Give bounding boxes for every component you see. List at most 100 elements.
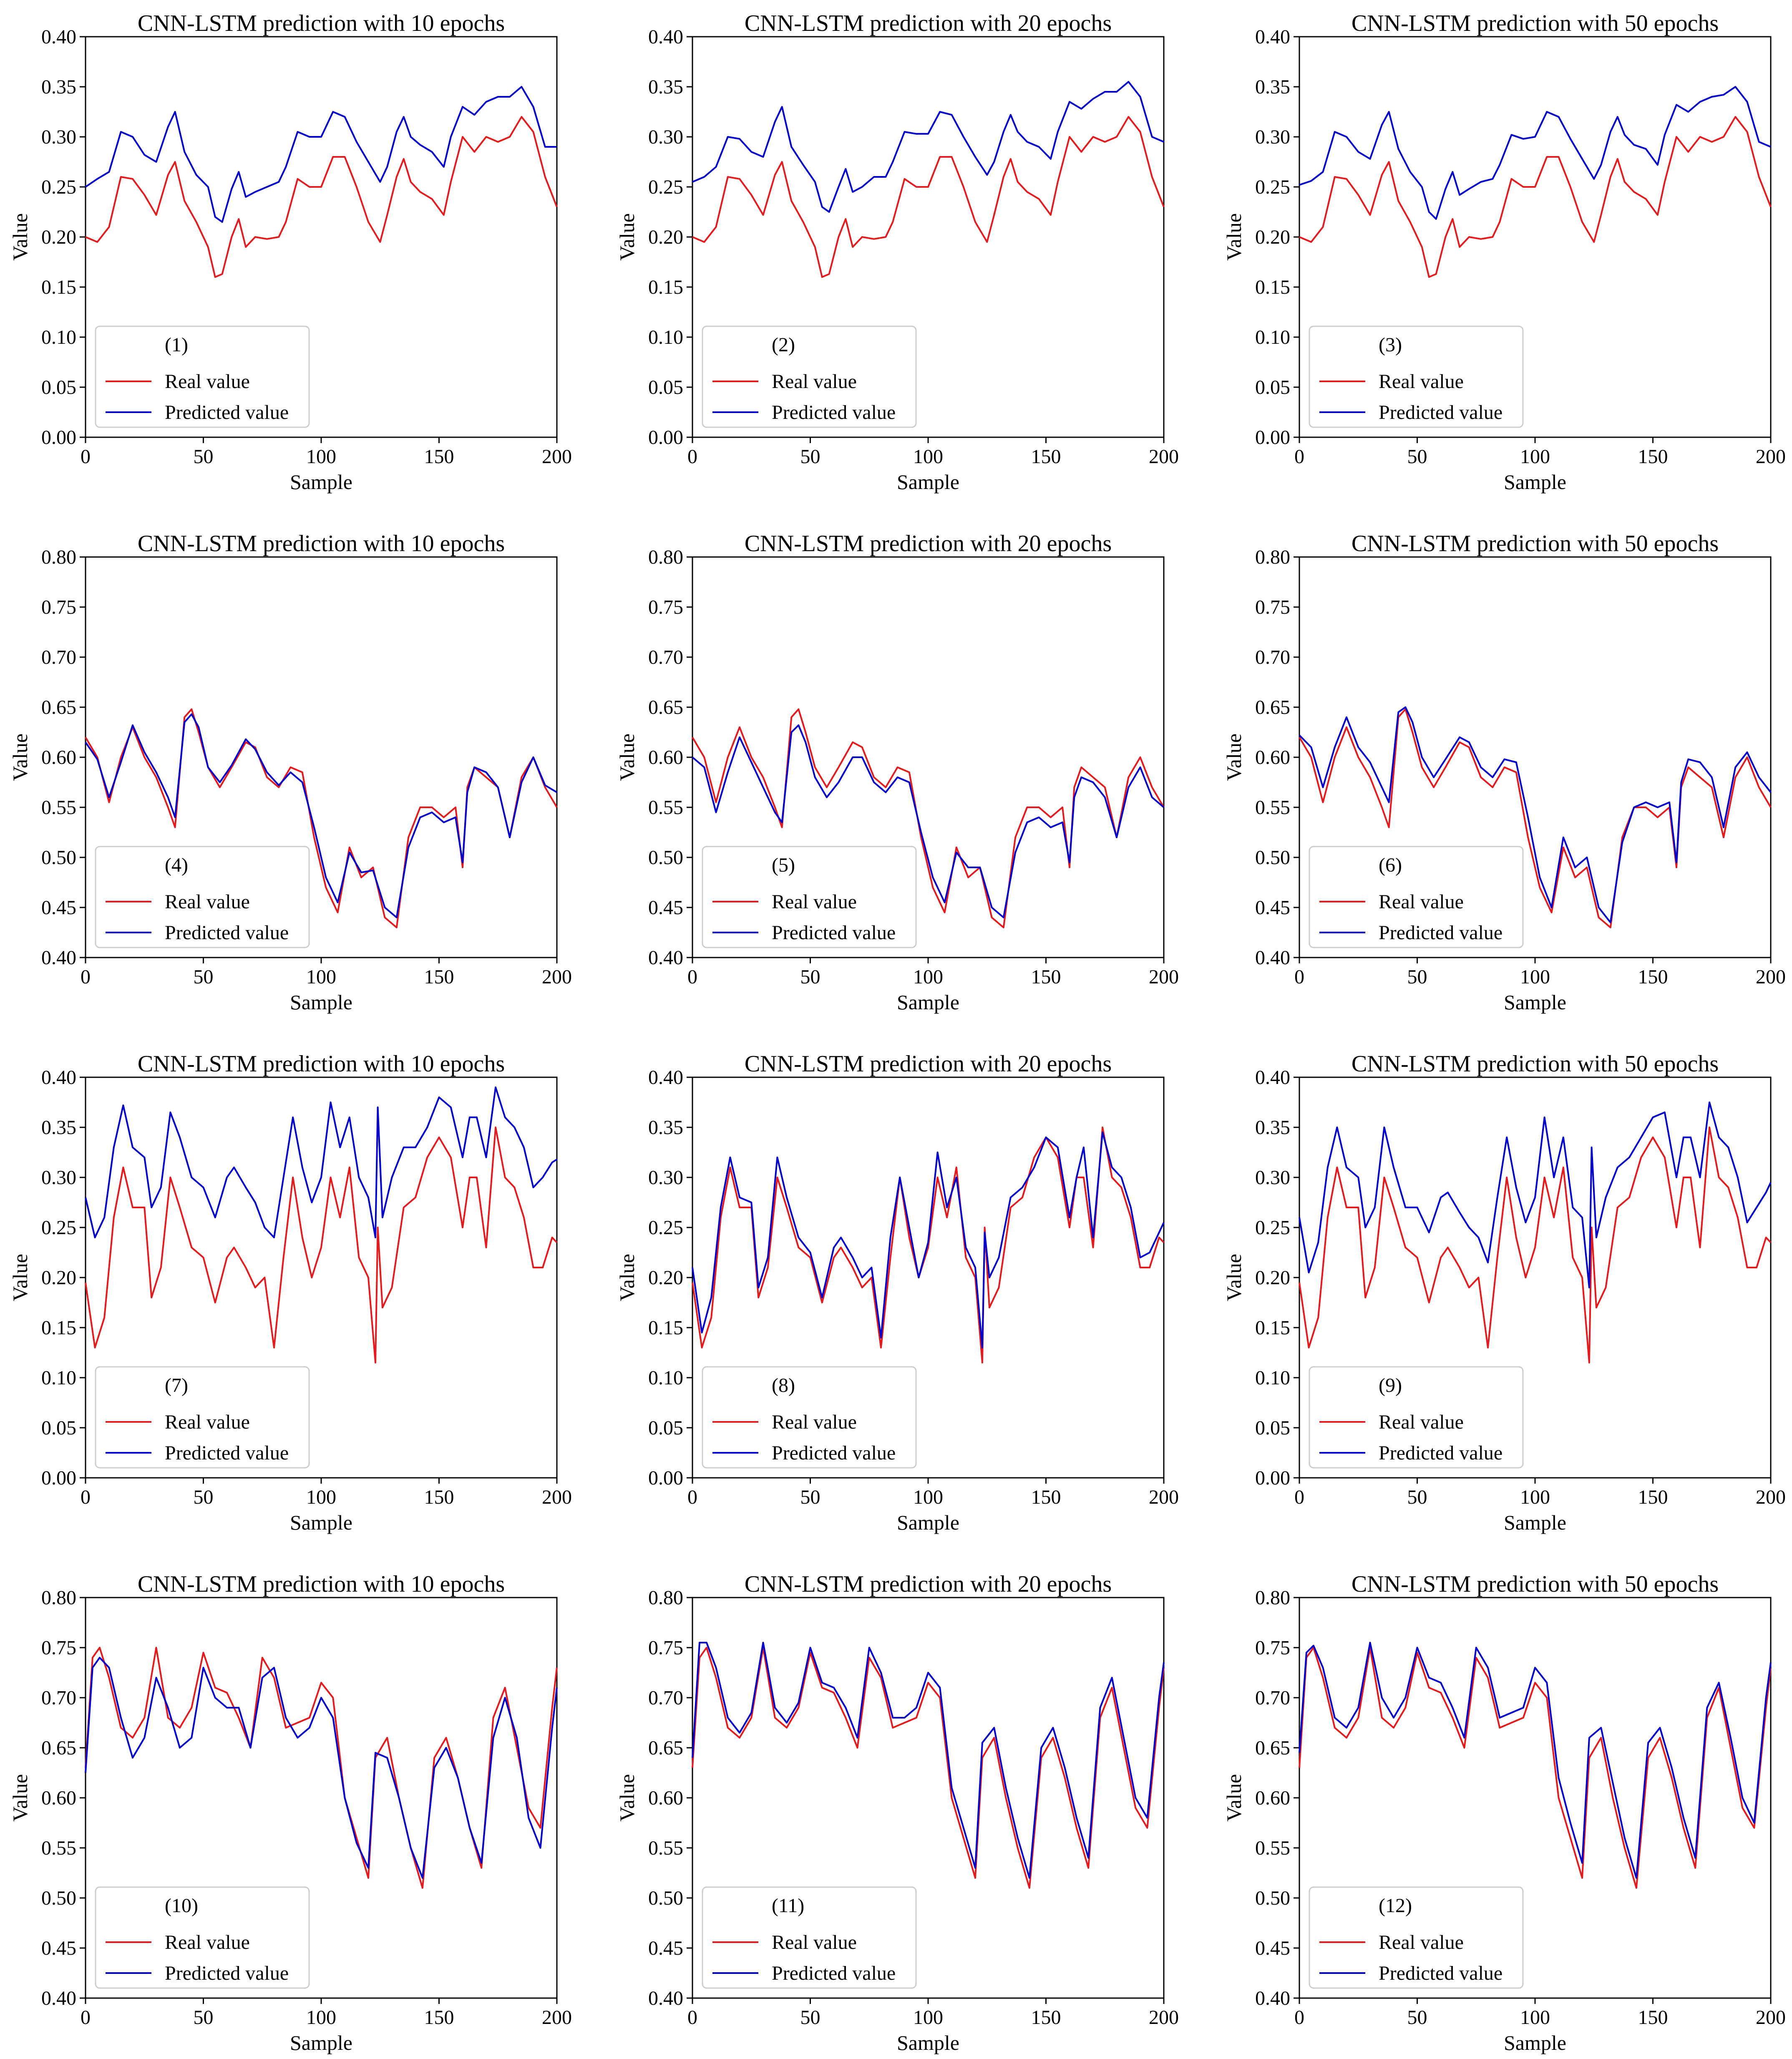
legend-real-label: Real value bbox=[1379, 370, 1464, 393]
x-tick-label: 200 bbox=[542, 2006, 572, 2029]
x-axis-label: Sample bbox=[1504, 470, 1566, 494]
x-tick-label: 200 bbox=[1756, 966, 1786, 988]
legend: (3) Real value Predicted value bbox=[1309, 325, 1524, 428]
y-tick-label: 0.15 bbox=[648, 276, 683, 298]
legend-box bbox=[702, 1886, 917, 1989]
y-tick-label: 0.25 bbox=[648, 1217, 683, 1239]
y-tick-label: 0.00 bbox=[1255, 426, 1290, 449]
panel-label: (9) bbox=[1379, 1374, 1402, 1396]
x-tick-label: 100 bbox=[1520, 2006, 1550, 2029]
panel-label: (12) bbox=[1379, 1895, 1412, 1917]
legend-box bbox=[1309, 1886, 1524, 1989]
x-tick-label: 50 bbox=[1407, 446, 1427, 468]
y-tick-label: 0.10 bbox=[1255, 1367, 1290, 1389]
legend: (9) Real value Predicted value bbox=[1309, 1366, 1524, 1469]
y-tick-label: 0.50 bbox=[648, 1887, 683, 1909]
y-tick-label: 0.00 bbox=[648, 426, 683, 449]
legend-real-label: Real value bbox=[165, 1411, 250, 1433]
y-tick-label: 0.25 bbox=[41, 176, 76, 198]
legend: (7) Real value Predicted value bbox=[95, 1366, 310, 1469]
y-tick-label: 0.40 bbox=[648, 947, 683, 969]
x-tick-label: 0 bbox=[81, 1486, 91, 1508]
real-value-line bbox=[692, 116, 1165, 278]
y-tick-label: 0.70 bbox=[41, 646, 76, 668]
predicted-value-line bbox=[85, 1657, 558, 1879]
x-tick-label: 100 bbox=[913, 446, 943, 468]
x-tick-label: 150 bbox=[1638, 1486, 1668, 1508]
chart-title: CNN-LSTM prediction with 10 epochs bbox=[138, 10, 505, 36]
real-value-line bbox=[85, 116, 558, 278]
y-tick-label: 0.80 bbox=[1255, 1587, 1290, 1609]
predicted-value-line bbox=[85, 1086, 558, 1238]
y-tick-label: 0.10 bbox=[648, 1367, 683, 1389]
x-tick-label: 0 bbox=[687, 966, 697, 988]
real-value-line bbox=[692, 708, 1165, 928]
y-tick-label: 0.40 bbox=[648, 26, 683, 48]
chart-title: CNN-LSTM prediction with 10 epochs bbox=[138, 531, 505, 557]
y-axis-label: Value bbox=[615, 1254, 639, 1301]
y-tick-label: 0.75 bbox=[648, 1637, 683, 1659]
x-tick-label: 100 bbox=[306, 1486, 336, 1508]
legend-box bbox=[702, 1366, 917, 1469]
y-tick-label: 0.15 bbox=[41, 1317, 76, 1339]
y-tick-label: 0.05 bbox=[648, 1417, 683, 1439]
x-axis-label: Sample bbox=[290, 990, 352, 1014]
y-tick-label: 0.45 bbox=[1255, 897, 1290, 919]
y-tick-label: 0.20 bbox=[648, 1267, 683, 1289]
x-tick-label: 150 bbox=[1638, 2006, 1668, 2029]
x-tick-label: 50 bbox=[800, 446, 820, 468]
y-tick-label: 0.50 bbox=[648, 847, 683, 869]
y-tick-label: 0.70 bbox=[41, 1687, 76, 1709]
y-tick-label: 0.75 bbox=[648, 596, 683, 618]
x-axis-label: Sample bbox=[897, 990, 959, 1014]
y-tick-label: 0.40 bbox=[648, 1066, 683, 1089]
chart-panel-4: CNN-LSTM prediction with 10 epochs 0 50 100… bbox=[8, 531, 572, 1014]
x-tick-label: 50 bbox=[1407, 1486, 1427, 1508]
x-tick-label: 100 bbox=[1520, 1486, 1550, 1508]
y-tick-label: 0.50 bbox=[41, 847, 76, 869]
x-tick-label: 50 bbox=[1407, 966, 1427, 988]
x-tick-label: 50 bbox=[194, 966, 214, 988]
y-tick-label: 0.15 bbox=[1255, 276, 1290, 298]
legend-box bbox=[1309, 846, 1524, 948]
y-tick-label: 0.10 bbox=[648, 326, 683, 348]
y-tick-label: 0.75 bbox=[1255, 1637, 1290, 1659]
panel-label: (11) bbox=[772, 1895, 804, 1917]
x-tick-label: 0 bbox=[687, 1486, 697, 1508]
y-tick-label: 0.50 bbox=[41, 1887, 76, 1909]
y-axis-label: Value bbox=[1222, 213, 1246, 261]
x-axis-label: Sample bbox=[290, 1511, 352, 1534]
y-axis-label: Value bbox=[8, 1254, 32, 1301]
y-axis-label: Value bbox=[8, 213, 32, 261]
y-tick-label: 0.05 bbox=[1255, 376, 1290, 398]
legend-real-label: Real value bbox=[1379, 1411, 1464, 1433]
legend-box bbox=[702, 846, 917, 948]
y-tick-label: 0.40 bbox=[41, 1987, 76, 2009]
predicted-value-line bbox=[1299, 86, 1771, 220]
y-tick-label: 0.75 bbox=[41, 596, 76, 618]
y-tick-label: 0.50 bbox=[1255, 1887, 1290, 1909]
x-tick-label: 200 bbox=[1149, 966, 1179, 988]
predicted-value-line bbox=[85, 86, 557, 223]
x-tick-label: 200 bbox=[1756, 1486, 1786, 1508]
legend: (8) Real value Predicted value bbox=[702, 1366, 917, 1469]
y-tick-label: 0.60 bbox=[648, 1787, 683, 1809]
chart-title: CNN-LSTM prediction with 10 epochs bbox=[138, 1051, 505, 1077]
y-tick-label: 0.05 bbox=[41, 376, 76, 398]
x-tick-label: 50 bbox=[800, 1486, 820, 1508]
y-tick-label: 0.70 bbox=[648, 1687, 683, 1709]
y-tick-label: 0.65 bbox=[648, 696, 683, 718]
x-tick-label: 0 bbox=[81, 2006, 91, 2029]
y-tick-label: 0.05 bbox=[41, 1417, 76, 1439]
y-axis-label: Value bbox=[1222, 733, 1246, 781]
y-tick-label: 0.35 bbox=[41, 1116, 76, 1139]
real-value-line bbox=[85, 1647, 558, 1889]
y-tick-label: 0.65 bbox=[41, 1737, 76, 1759]
panel-label: (3) bbox=[1379, 334, 1402, 356]
panel-label: (10) bbox=[165, 1895, 198, 1917]
predicted-value-line bbox=[1299, 1101, 1772, 1288]
x-axis-label: Sample bbox=[1504, 990, 1566, 1014]
x-tick-label: 100 bbox=[913, 966, 943, 988]
y-tick-label: 0.30 bbox=[648, 126, 683, 148]
legend-predicted-label: Predicted value bbox=[165, 1442, 289, 1464]
